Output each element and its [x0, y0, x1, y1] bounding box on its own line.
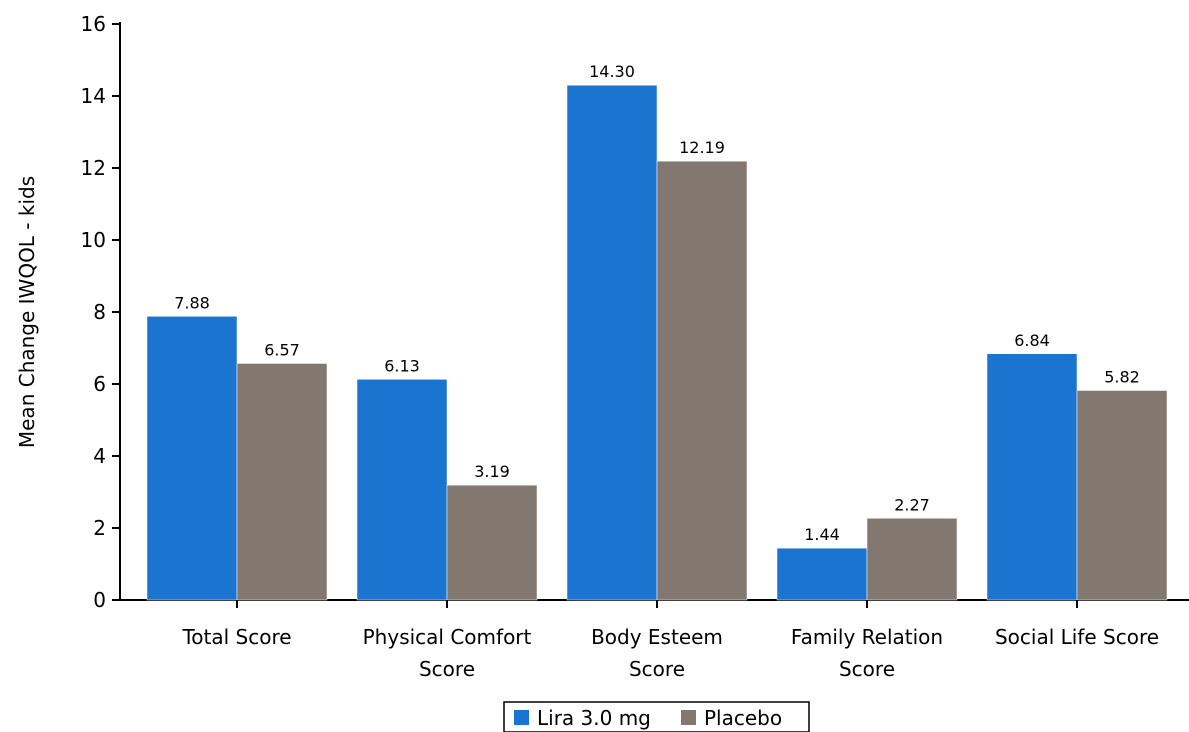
x-tick-label: Family Relation — [791, 625, 943, 649]
bar — [566, 84, 658, 601]
bar — [776, 547, 868, 601]
data-label: 6.84 — [1014, 331, 1050, 350]
data-label: 14.30 — [589, 62, 635, 81]
data-label: 2.27 — [894, 495, 930, 514]
x-tick-label: Body Esteem — [591, 625, 723, 649]
y-tick-label: 2 — [93, 516, 106, 540]
x-tick-label: Total Score — [181, 625, 291, 649]
bar — [656, 160, 748, 601]
x-tick-label: Physical Comfort — [363, 625, 532, 649]
bar — [236, 363, 328, 601]
bar — [446, 484, 538, 601]
data-label: 6.57 — [264, 340, 300, 359]
y-tick-label: 10 — [81, 228, 106, 252]
y-tick-label: 4 — [93, 444, 106, 468]
legend-label: Lira 3.0 mg — [537, 706, 651, 730]
data-label: 12.19 — [679, 138, 725, 157]
x-tick-label: Social Life Score — [995, 625, 1159, 649]
y-tick-label: 0 — [93, 588, 106, 612]
legend-label: Placebo — [704, 706, 782, 730]
x-tick-label: Score — [629, 657, 685, 681]
legend-swatch — [514, 710, 529, 725]
data-label: 3.19 — [474, 462, 510, 481]
y-tick-label: 12 — [81, 156, 106, 180]
bar — [986, 353, 1078, 601]
data-label: 7.88 — [174, 293, 210, 312]
data-label: 5.82 — [1104, 367, 1140, 386]
legend-swatch — [681, 710, 696, 725]
legend-box — [503, 701, 810, 732]
y-axis-title: Mean Change IWQOL - kids — [15, 176, 39, 448]
data-label: 1.44 — [804, 525, 840, 544]
x-tick-label: Score — [839, 657, 895, 681]
bar — [1076, 390, 1168, 601]
bar — [356, 379, 448, 601]
y-tick-label: 6 — [93, 372, 106, 396]
y-tick-label: 14 — [81, 84, 106, 108]
x-tick-label: Score — [419, 657, 475, 681]
bar — [146, 316, 238, 601]
bar — [866, 518, 958, 601]
y-tick-label: 16 — [81, 12, 106, 36]
y-tick-label: 8 — [93, 300, 106, 324]
data-label: 6.13 — [384, 356, 420, 375]
